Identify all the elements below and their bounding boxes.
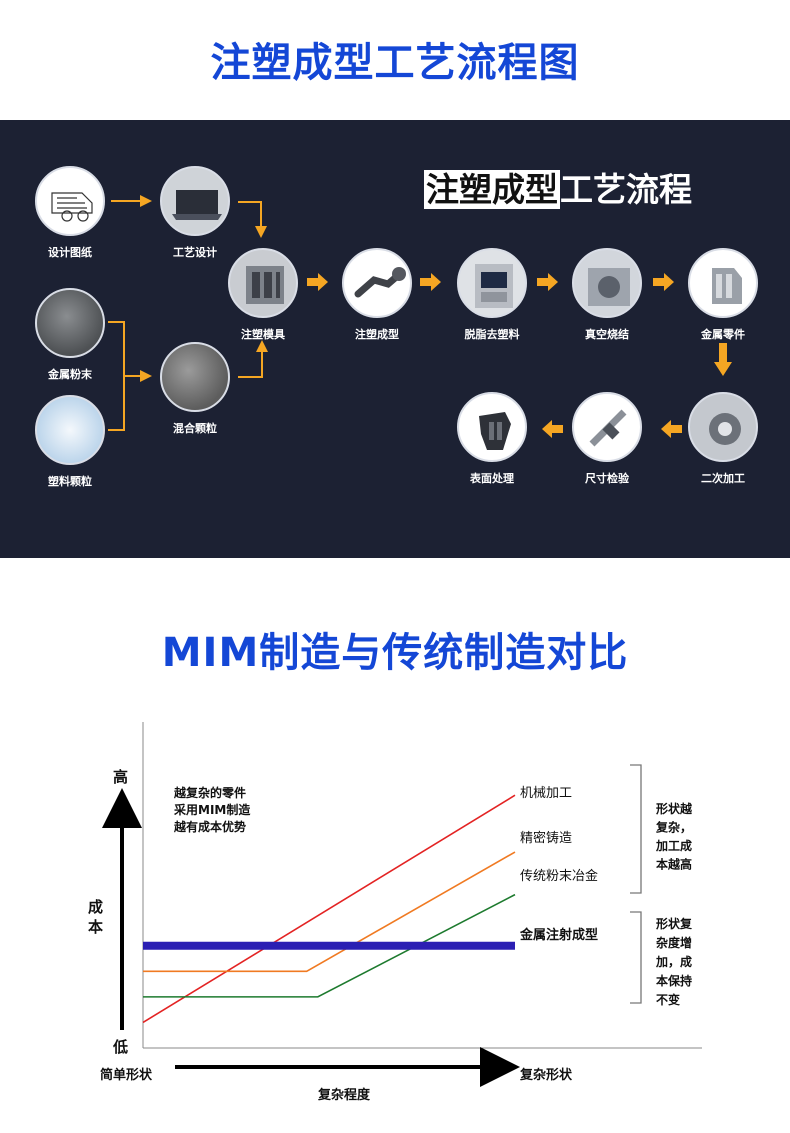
bracket-flat-cost	[630, 911, 642, 1004]
bracket-rising-cost	[630, 764, 642, 894]
y-axis-label-2: 本	[88, 918, 103, 936]
node-debinding: 脱脂去塑料	[452, 248, 532, 342]
node-dimension-inspection: 尺寸检验	[567, 392, 647, 486]
node-plastic-granules: 塑料颗粒	[30, 395, 110, 489]
process-flow-panel	[0, 120, 790, 558]
flow-title-highlight: 注塑成型	[424, 170, 560, 209]
x-tick-complex: 复杂形状	[519, 1067, 573, 1083]
node-label: 金属粉末	[48, 368, 92, 381]
node-mixed-granules: 混合颗粒	[155, 342, 235, 436]
x-tick-simple: 简单形状	[100, 1067, 153, 1083]
flow-section-title: 注塑成型工艺流程图	[210, 40, 580, 86]
comparison-section-title: MIM制造与传统制造对比	[161, 630, 629, 676]
granules-icon	[35, 395, 105, 465]
series-label-4: 金属注射成型	[519, 927, 598, 943]
bracket-top-text-line: 本越高	[656, 857, 692, 872]
y-axis-label-1: 成	[88, 898, 103, 916]
bracket-top-text-line: 加工成	[655, 838, 692, 853]
node-injection-mold: 注塑模具	[223, 248, 303, 342]
node-metal-powder: 金属粉末	[30, 288, 110, 382]
bracket-top-text-line: 复杂，	[655, 820, 692, 835]
node-label: 注塑成型	[355, 328, 399, 341]
bracket-bottom-text-line: 本保持	[656, 973, 692, 988]
node-design-drawing: 设计图纸	[30, 166, 110, 260]
node-label: 表面处理	[470, 472, 514, 485]
bracket-bottom-text-line: 杂度增	[656, 935, 692, 950]
drawing-icon	[35, 166, 105, 236]
node-secondary-machining: 二次加工	[683, 392, 763, 486]
bracket-bottom-text-line: 形状复	[656, 916, 693, 931]
lathe-icon	[688, 392, 758, 462]
node-label: 混合颗粒	[173, 422, 217, 435]
flow-panel-title: 注塑成型工艺流程	[424, 163, 692, 211]
series-line-2	[143, 851, 516, 973]
node-injection-molding: 注塑成型	[337, 248, 417, 342]
bracket-bottom-text-line: 加，成	[655, 954, 692, 969]
molded-part-icon	[342, 248, 412, 318]
series-line-1	[142, 794, 516, 1024]
advantage-note-line: 越有成本优势	[173, 819, 246, 834]
x-axis-label: 复杂程度	[317, 1087, 371, 1103]
node-label: 尺寸检验	[585, 472, 629, 485]
machine-icon	[457, 248, 527, 318]
bracket-top-text-line: 形状越	[656, 801, 693, 816]
node-label: 注塑模具	[241, 328, 285, 341]
node-label: 工艺设计	[173, 246, 217, 259]
y-tick-low: 低	[112, 1038, 128, 1056]
powder-icon	[35, 288, 105, 358]
node-label: 设计图纸	[48, 246, 92, 259]
node-process-design: 工艺设计	[155, 166, 235, 260]
node-label: 脱脂去塑料	[464, 328, 520, 341]
gear-part-icon	[688, 248, 758, 318]
furnace-icon	[572, 248, 642, 318]
node-metal-part: 金属零件	[683, 248, 763, 342]
series-label-1: 机械加工	[520, 786, 572, 801]
advantage-note-line: 越复杂的零件	[173, 785, 246, 800]
series-line-3	[143, 893, 516, 998]
node-surface-treatment: 表面处理	[452, 392, 532, 486]
laptop-icon	[160, 166, 230, 236]
caliper-icon	[572, 392, 642, 462]
node-label: 金属零件	[701, 328, 745, 341]
node-label: 二次加工	[701, 472, 745, 485]
mixed-granules-icon	[160, 342, 230, 412]
finished-part-icon	[457, 392, 527, 462]
node-label: 真空烧结	[585, 328, 629, 341]
advantage-note-line: 采用MIM制造	[173, 802, 251, 817]
series-label-2: 精密铸造	[520, 830, 572, 846]
node-vacuum-sintering: 真空烧结	[567, 248, 647, 342]
node-label: 塑料颗粒	[48, 475, 92, 488]
series-label-3: 传统粉末冶金	[520, 868, 598, 884]
mold-icon	[228, 248, 298, 318]
bracket-bottom-text-line: 不变	[656, 992, 680, 1007]
y-tick-high: 高	[113, 768, 128, 786]
flow-title-rest: 工艺流程	[560, 170, 692, 209]
